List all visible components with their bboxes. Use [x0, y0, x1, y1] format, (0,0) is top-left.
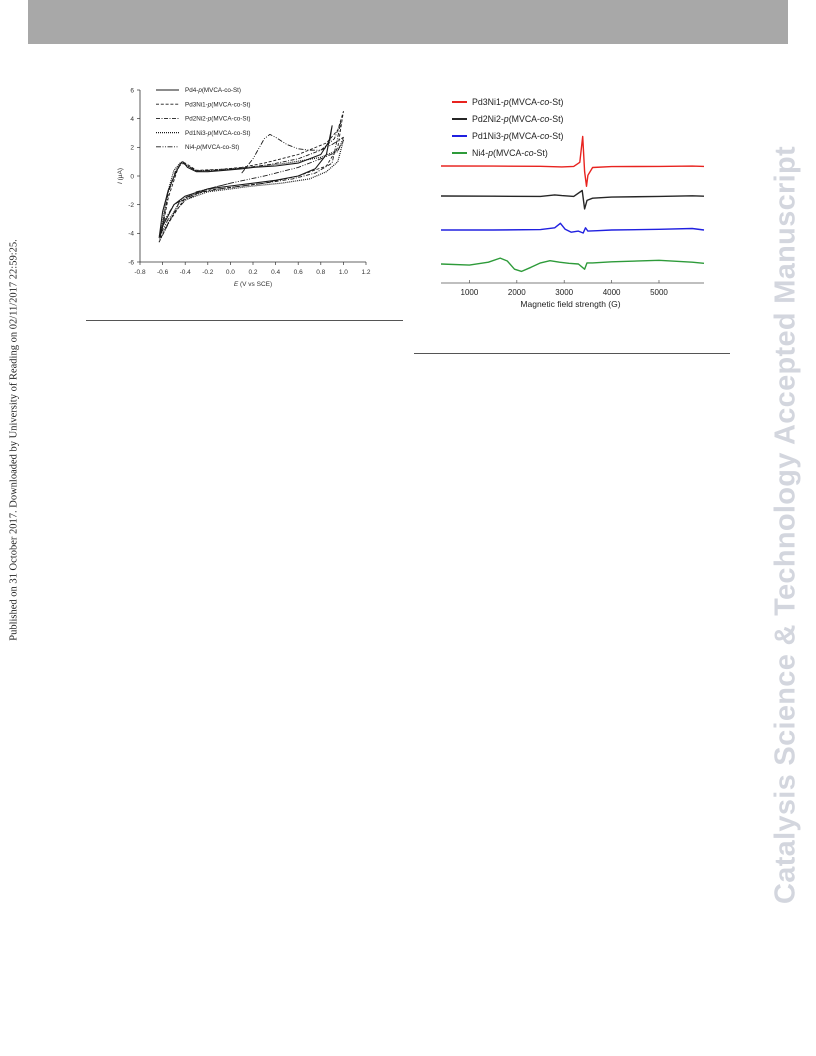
- cv-x-tick-label: 0.2: [248, 269, 257, 276]
- cv-y-tick-label: 0: [130, 173, 134, 180]
- cv-series-line: [158, 121, 342, 243]
- epr-series-line: [440, 135, 705, 188]
- epr-spectra-figure: 1000 2000 3000 4000 5000 Magnetic field stren…: [440, 97, 705, 309]
- cyclic-voltammetry-figure: -0.8 -0.6 -0.4 -0.2 0.0 0.2 0.4 0.6 0.8 1.0 1.2 6 4 2…: [117, 87, 371, 288]
- cv-legend-label: Pd4-p(MVCA-co-St): [185, 87, 241, 94]
- accepted-manuscript-watermark: Catalysis Science & Technology Accepted …: [769, 146, 802, 904]
- epr-x-tick-label: 1000: [461, 288, 479, 297]
- cv-series-line: [159, 111, 344, 240]
- epr-x-axis-label: Magnetic field strength (G): [520, 299, 620, 309]
- cv-legend-label: Pd1Ni3-p(MVCA-co-St): [185, 130, 250, 137]
- cv-y-tick-label: 6: [130, 87, 134, 94]
- cv-x-tick-label: -0.2: [202, 269, 214, 276]
- epr-series-line: [440, 257, 705, 273]
- cv-x-tick-label: 0.4: [271, 269, 280, 276]
- cv-x-tick-label: 1.2: [361, 269, 370, 276]
- cv-y-tick-label: 2: [130, 145, 134, 152]
- journal-header-bar: [28, 0, 788, 44]
- cv-series-line: [158, 125, 333, 239]
- figure-divider-left: [86, 320, 403, 321]
- cv-y-tick-label: 4: [130, 116, 134, 123]
- cv-x-tick-label: -0.6: [157, 269, 169, 276]
- cv-series-line: [159, 139, 344, 236]
- cv-legend-label: Pd2Ni2-p(MVCA-co-St): [185, 116, 250, 123]
- publication-side-note: Published on 31 October 2017. Downloaded…: [8, 239, 20, 641]
- cv-series-line: [158, 133, 344, 237]
- cv-x-tick-label: 0.0: [226, 269, 235, 276]
- cv-y-axis-label: I (μA): [117, 168, 124, 184]
- cv-y-tick-label: -4: [128, 231, 134, 238]
- epr-series-line: [440, 189, 705, 210]
- epr-x-tick-label: 2000: [508, 288, 526, 297]
- epr-legend-label: Ni4-p(MVCA-co-St): [472, 148, 548, 158]
- figure-divider-right: [414, 353, 730, 354]
- epr-legend-label: Pd3Ni1-p(MVCA-co-St): [472, 97, 564, 107]
- cv-x-tick-label: -0.8: [134, 269, 146, 276]
- cv-y-tick-label: -6: [128, 259, 134, 266]
- cv-legend-label: Pd3Ni1-p(MVCA-co-St): [185, 101, 250, 108]
- epr-x-tick-label: 3000: [555, 288, 573, 297]
- epr-x-tick-label: 5000: [650, 288, 668, 297]
- epr-legend-label: Pd1Ni3-p(MVCA-co-St): [472, 131, 564, 141]
- epr-x-tick-label: 4000: [603, 288, 621, 297]
- cv-x-tick-label: 0.8: [316, 269, 325, 276]
- epr-series-line: [441, 222, 705, 234]
- epr-legend-label: Pd2Ni2-p(MVCA-co-St): [472, 114, 564, 124]
- cv-y-tick-label: -2: [128, 202, 134, 209]
- cv-x-axis-label: E (V vs SCE): [234, 281, 272, 288]
- cv-x-tick-label: 1.0: [339, 269, 348, 276]
- cv-x-tick-label: 0.6: [294, 269, 303, 276]
- cv-x-tick-label: -0.4: [180, 269, 192, 276]
- cv-legend-label: Ni4-p(MVCA-co-St): [185, 144, 239, 151]
